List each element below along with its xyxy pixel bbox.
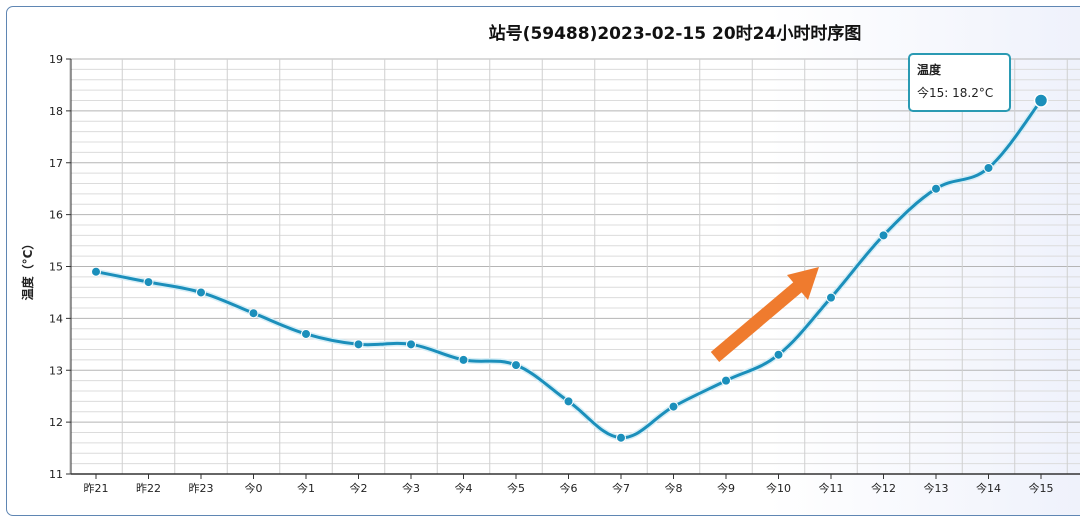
data-point [826, 292, 836, 303]
data-point [511, 360, 521, 371]
data-points [91, 93, 1049, 443]
y-axis-ticks: 11 12 13 14 15 16 17 18 19 [49, 53, 71, 481]
y-tick-label: 17 [49, 157, 63, 170]
x-tick-label: 今1 [297, 481, 315, 495]
tooltip-title: 温度 [917, 62, 942, 77]
x-tick-label: 今15 [1029, 481, 1054, 495]
x-tick-label: 今0 [245, 481, 263, 495]
x-tick-label: 今12 [871, 481, 896, 495]
data-point [458, 354, 469, 365]
data-point [353, 339, 364, 350]
grid-lines [69, 58, 1080, 475]
y-tick-label: 15 [49, 261, 63, 274]
series-line [94, 99, 1043, 440]
data-point [668, 401, 679, 412]
x-tick-label: 今7 [612, 481, 630, 495]
x-tick-label: 今9 [717, 481, 735, 495]
arrow-shaft [710, 281, 804, 362]
data-point [406, 339, 416, 350]
x-axis-ticks: 昨21 昨22 昨23 今0 今1 今2 今3 今4 今5 今6 今7 今8 今9 今10 今11 今12 今1… [84, 474, 1054, 495]
data-point [931, 183, 941, 194]
x-tick-label: 今14 [976, 481, 1001, 495]
y-tick-label: 11 [49, 468, 63, 481]
data-point [143, 277, 154, 288]
chart-panel: 站号(59488)2023-02-15 20时24小时时序图 11 12 13 14 1… [6, 6, 1080, 516]
tooltip-box [908, 53, 1011, 112]
x-tick-label: 今8 [665, 481, 683, 495]
data-point [983, 162, 994, 173]
data-point [563, 396, 574, 407]
data-point [878, 230, 889, 241]
data-point [301, 328, 311, 339]
x-tick-label: 今13 [924, 481, 949, 495]
trend-arrow-icon [710, 267, 819, 362]
x-tick-label: 今3 [402, 481, 420, 495]
x-tick-label: 今5 [507, 481, 525, 495]
series-line-shadow [93, 97, 1044, 441]
line-chart: 站号(59488)2023-02-15 20时24小时时序图 111213141… [20, 23, 1080, 495]
x-tick-label: 昨22 [136, 482, 161, 495]
data-point [1033, 93, 1049, 108]
y-tick-label: 18 [49, 105, 63, 118]
y-tick-label: 14 [49, 312, 63, 325]
data-point [248, 308, 259, 319]
data-point [91, 266, 101, 277]
data-point [196, 287, 206, 298]
x-tick-label: 今2 [350, 481, 368, 495]
y-tick-label: 13 [49, 364, 63, 377]
y-tick-label: 16 [49, 209, 63, 222]
x-tick-label: 今10 [766, 481, 791, 495]
arrow-head [787, 267, 819, 300]
y-tick-label: 12 [49, 416, 63, 429]
x-tick-label: 昨23 [189, 482, 214, 495]
chart-title: 站号(59488)2023-02-15 20时24小时时序图 [489, 23, 862, 44]
y-tick-label: 19 [49, 53, 63, 66]
y-axis-label: 温度（°C） [20, 238, 35, 301]
x-tick-label: 今4 [455, 481, 473, 495]
series-temperature [93, 97, 1044, 441]
x-tick-label: 昨21 [84, 482, 109, 495]
x-tick-label: 今11 [819, 481, 844, 495]
data-point [721, 375, 731, 386]
data-point [616, 432, 626, 443]
tooltip: 温度 今15: 18.2°C [908, 53, 1011, 112]
data-point [773, 349, 784, 360]
tooltip-text: 今15: 18.2°C [917, 85, 993, 100]
x-tick-label: 今6 [560, 481, 578, 495]
